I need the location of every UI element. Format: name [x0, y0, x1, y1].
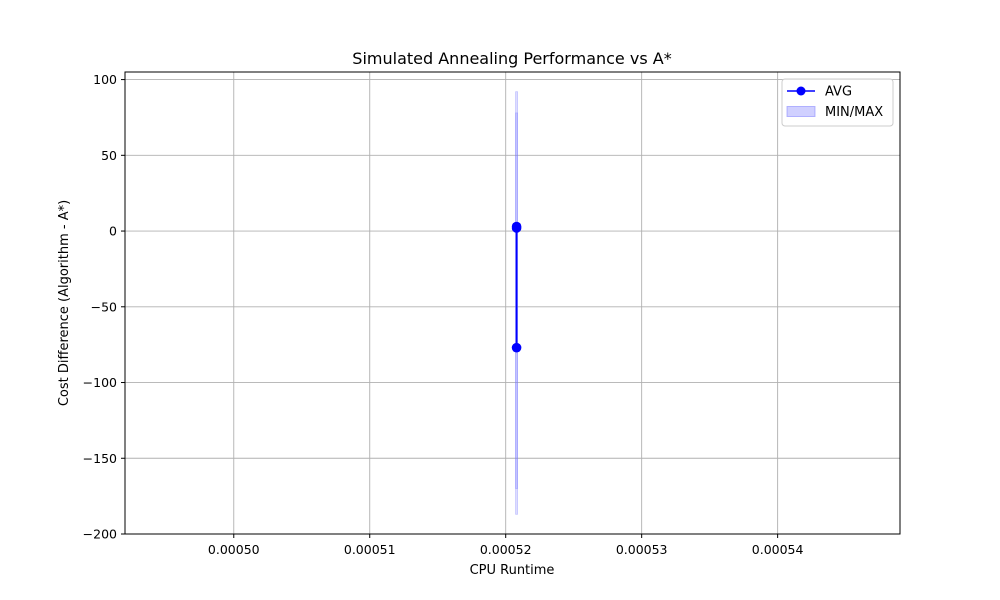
y-axis-label: Cost Difference (Algorithm - A*) [57, 200, 72, 406]
y-tick-label: 50 [101, 148, 117, 163]
grid [125, 72, 900, 535]
legend-avg-marker [796, 86, 806, 96]
y-tick-label: −100 [83, 375, 117, 390]
avg-series [511, 221, 522, 353]
y-axis: 100 50 0 −50 −100 −150 −200 [83, 72, 125, 542]
plot-frame [124, 71, 901, 535]
data-point-2 [511, 342, 522, 353]
legend-minmax-label: MIN/MAX [825, 105, 883, 120]
legend-avg-label: AVG [825, 85, 852, 100]
y-tick-label: −200 [83, 527, 117, 542]
x-tick-label: 0.00050 [208, 542, 260, 557]
y-tick-label: −50 [91, 299, 117, 314]
legend: AVG MIN/MAX [781, 78, 894, 127]
y-tick-label: 100 [93, 72, 117, 87]
x-tick-label: 0.00053 [616, 542, 668, 557]
y-tick-label: 0 [109, 224, 117, 239]
x-tick-label: 0.00051 [344, 542, 396, 557]
x-tick-label: 0.00054 [752, 542, 804, 557]
x-axis: 0.00050 0.00051 0.00052 0.00053 0.00054 [208, 534, 804, 557]
chart-title: Simulated Annealing Performance vs A* [352, 49, 671, 68]
x-tick-label: 0.00052 [480, 542, 532, 557]
data-point-1 [511, 223, 522, 233]
y-tick-label: −150 [83, 451, 117, 466]
legend-minmax-swatch [786, 106, 816, 117]
x-axis-label: CPU Runtime [470, 563, 555, 578]
